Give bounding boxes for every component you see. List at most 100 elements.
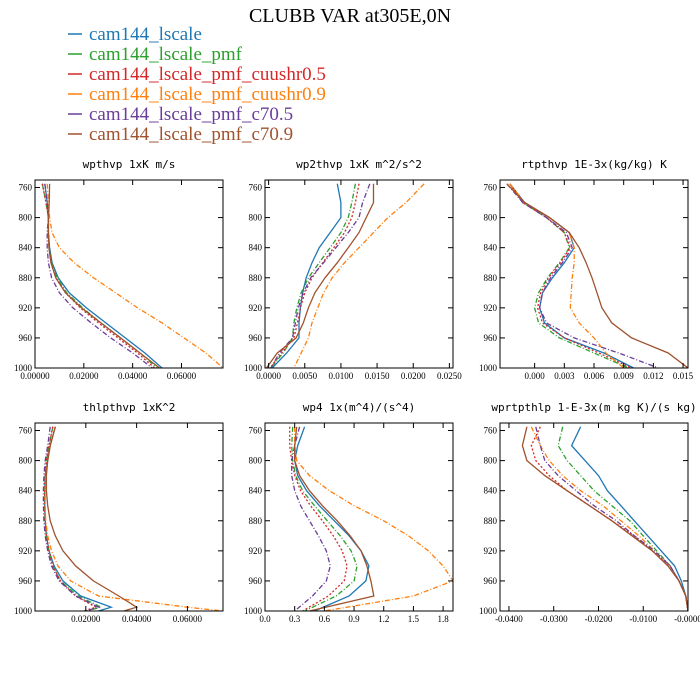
x-tick-label: 0.0150 <box>365 371 390 381</box>
y-tick-label: 920 <box>249 546 263 556</box>
legend-label: cam144_lscale_pmf_c70.9 <box>89 124 293 145</box>
x-tick-label: 0.003 <box>554 371 575 381</box>
series-line <box>44 183 163 368</box>
panel-3: rtpthvp 1E-3x(kg/kg) K 760 800 840 880 920 960… <box>479 158 694 381</box>
y-tick-label: 1000 <box>14 363 33 373</box>
y-tick-label: 880 <box>19 516 33 526</box>
series-group <box>506 183 688 368</box>
y-tick-label: 800 <box>19 213 33 223</box>
x-tick-label: 0.02000 <box>69 371 99 381</box>
y-tick-label: 880 <box>249 516 263 526</box>
series-line <box>506 183 659 368</box>
panel-6: wprtpthlp 1-E-3x(m kg K)/(s kg) 760 800 840… <box>479 401 700 624</box>
x-tick-label: 0.9 <box>348 614 360 624</box>
x-tick-label: -0.0100 <box>629 614 657 624</box>
plot-frame <box>499 179 689 369</box>
series-line <box>509 183 634 368</box>
y-tick-label: 880 <box>484 273 498 283</box>
figure-title: CLUBB VAR at305E,0N <box>249 5 451 27</box>
plot-frame <box>34 422 224 612</box>
series-line <box>291 426 331 611</box>
series-line <box>509 183 632 368</box>
y-tick-label: 1000 <box>244 363 263 373</box>
x-tick-label: 0.0050 <box>292 371 317 381</box>
y-tick-label: 800 <box>249 213 263 223</box>
y-tick-label: 920 <box>484 303 498 313</box>
y-tick-label: 840 <box>19 243 33 253</box>
series-line <box>289 426 348 611</box>
series-line <box>44 426 114 611</box>
y-tick-label: 800 <box>249 456 263 466</box>
series-line <box>45 426 139 611</box>
x-tick-label: 1.8 <box>437 614 449 624</box>
x-tick-label: 0.00000 <box>20 371 50 381</box>
series-line <box>294 426 370 611</box>
y-tick-label: 880 <box>249 273 263 283</box>
series-line <box>506 183 688 368</box>
y-tick-label: 960 <box>249 333 263 343</box>
y-tick-label: 840 <box>484 486 498 496</box>
chart-panels: wpthvp 1xK m/s76080084088092096010000.00… <box>14 158 700 624</box>
y-tick-label: 760 <box>484 183 498 193</box>
plot-frame <box>499 422 689 612</box>
legend-label: cam144_lscale_pmf_cuushr0.5 <box>89 64 326 85</box>
y-tick-label: 760 <box>19 426 33 436</box>
legend-label: cam144_lscale_pmf_cuushr0.9 <box>89 84 326 105</box>
y-tick-label: 960 <box>484 333 498 343</box>
panel-title: wp2thvp 1xK m^2/s^2 <box>296 158 422 171</box>
x-tick-label: -0.0400 <box>495 614 523 624</box>
series-line <box>570 426 688 611</box>
y-tick-label: 840 <box>19 486 33 496</box>
y-tick-label: 1000 <box>244 606 263 616</box>
legend: cam144_lscalecam144_lscale_pmfcam144_lsc… <box>68 24 326 145</box>
panel-title: wpthvp 1xK m/s <box>83 158 176 171</box>
x-tick-label: 0.04000 <box>118 371 148 381</box>
y-tick-label: 920 <box>19 303 33 313</box>
panel-4: thlpthvp 1xK^2 760 800 840 880 920 960 1000 0.02… <box>14 401 224 624</box>
legend-label: cam144_lscale_pmf_c70.5 <box>89 104 293 125</box>
series-line <box>44 183 153 368</box>
series-line <box>270 183 357 368</box>
series-line <box>509 183 625 368</box>
legend-label: cam144_lscale_pmf <box>89 44 243 65</box>
y-tick-label: 920 <box>19 546 33 556</box>
x-tick-label: 0.3 <box>289 614 301 624</box>
x-tick-label: -0.0300 <box>540 614 568 624</box>
panel-title: rtpthvp 1E-3x(kg/kg) K <box>521 158 667 171</box>
series-group <box>289 426 453 611</box>
series-line <box>557 426 688 611</box>
series-line <box>41 183 158 368</box>
series-line <box>294 426 453 611</box>
x-tick-label: 0.009 <box>614 371 635 381</box>
series-line <box>265 183 375 368</box>
plot-frame <box>264 179 454 369</box>
panel-title: thlpthvp 1xK^2 <box>83 401 176 414</box>
x-tick-label: 0.012 <box>643 371 663 381</box>
series-line <box>47 183 160 368</box>
x-tick-label: 0.0250 <box>437 371 462 381</box>
y-tick-label: 760 <box>19 183 33 193</box>
series-line <box>269 183 360 368</box>
plot-frame <box>34 179 224 369</box>
x-tick-label: 1.5 <box>408 614 420 624</box>
y-tick-label: 960 <box>19 576 33 586</box>
series-line <box>44 426 98 611</box>
x-tick-label: 0.06000 <box>167 371 197 381</box>
x-tick-label: 0.0 <box>259 614 271 624</box>
x-tick-label: -0.0000 <box>674 614 700 624</box>
y-tick-label: 840 <box>249 243 263 253</box>
y-tick-label: 920 <box>484 546 498 556</box>
x-tick-label: 0.006 <box>584 371 605 381</box>
y-tick-label: 840 <box>484 243 498 253</box>
y-tick-label: 800 <box>484 456 498 466</box>
x-tick-label: 0.06000 <box>173 614 203 624</box>
y-tick-label: 1000 <box>479 363 498 373</box>
panel-2: wp2thvp 1xK m^2/s^2 760 800 840 880 920 960 100… <box>244 158 462 381</box>
series-group <box>265 183 425 368</box>
series-line <box>46 183 223 368</box>
x-tick-label: 0.04000 <box>122 614 152 624</box>
y-tick-label: 840 <box>249 486 263 496</box>
y-tick-label: 760 <box>249 426 263 436</box>
y-tick-label: 1000 <box>14 606 33 616</box>
